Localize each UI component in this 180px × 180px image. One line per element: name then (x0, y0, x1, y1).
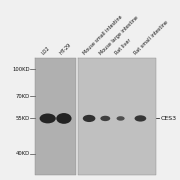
Text: Rat liver: Rat liver (114, 38, 132, 56)
Text: Rat small intestine: Rat small intestine (133, 20, 169, 56)
Text: CES3: CES3 (160, 116, 176, 121)
Bar (78, 58, 156, 175)
Text: LO2: LO2 (40, 46, 51, 56)
Ellipse shape (117, 116, 125, 121)
Ellipse shape (56, 113, 72, 124)
Text: 55KD: 55KD (16, 116, 30, 121)
Ellipse shape (40, 114, 56, 123)
Text: Mouse large intestine: Mouse large intestine (99, 15, 140, 56)
Ellipse shape (100, 116, 110, 121)
Text: 100KD: 100KD (12, 67, 30, 72)
Text: HT-29: HT-29 (58, 42, 72, 56)
Bar (35, 58, 76, 175)
Text: 70KD: 70KD (16, 94, 30, 99)
Text: 40KD: 40KD (16, 151, 30, 156)
Ellipse shape (135, 115, 146, 122)
Ellipse shape (83, 115, 95, 122)
Text: Mouse small intestine: Mouse small intestine (82, 14, 124, 56)
